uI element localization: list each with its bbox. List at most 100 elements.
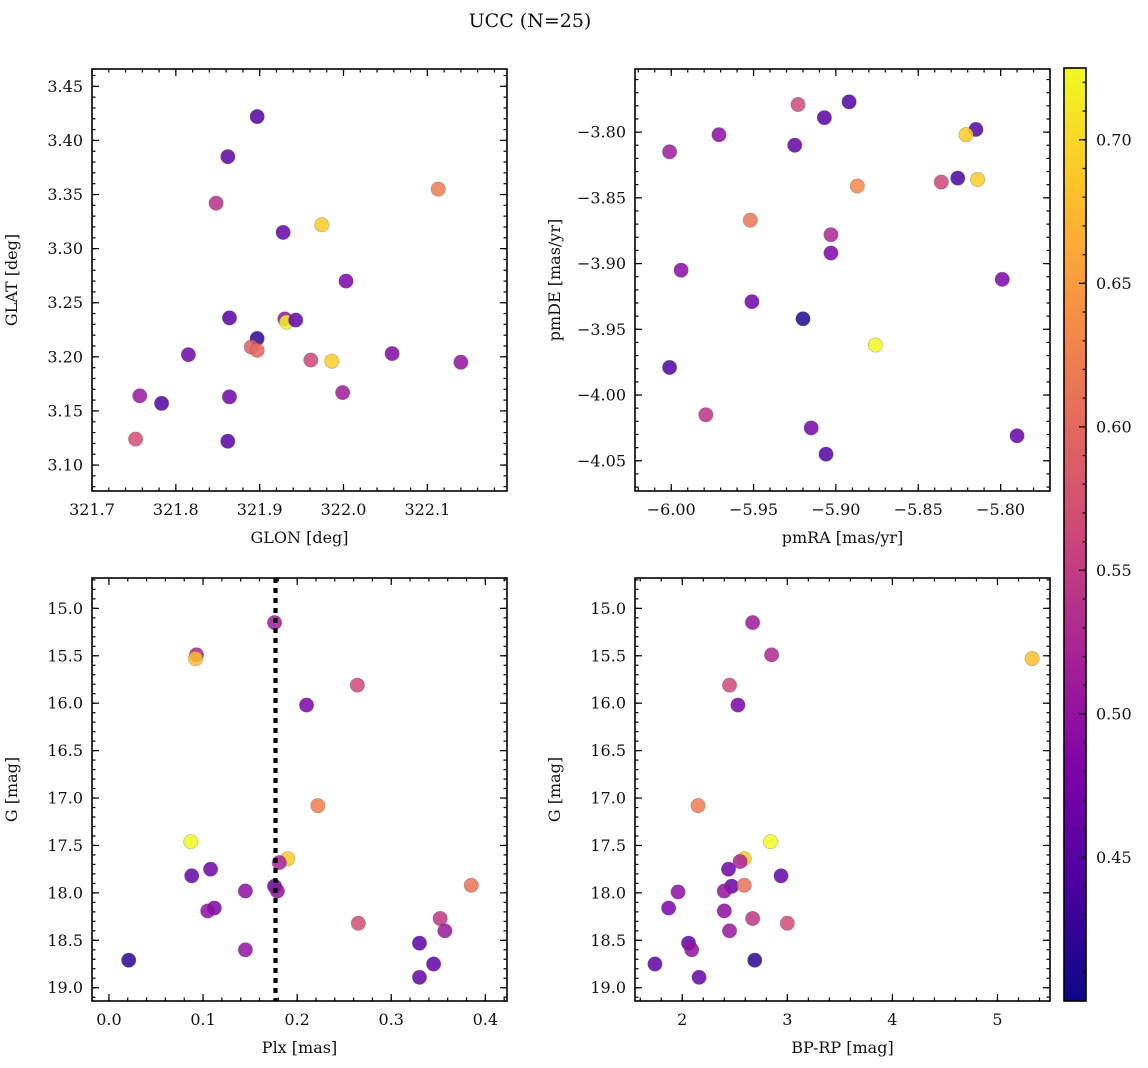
- data-point: [795, 311, 811, 327]
- data-point: [969, 171, 986, 187]
- chart-title: UCC (N=25): [469, 10, 592, 32]
- y-tick-label: 15.5: [47, 646, 83, 665]
- colorbar-tick-label: 0.55: [1096, 561, 1132, 580]
- data-point: [249, 342, 265, 358]
- y-tick-label: −3.90: [577, 254, 626, 273]
- data-point: [237, 883, 253, 899]
- data-point: [722, 923, 738, 939]
- data-point: [310, 798, 326, 814]
- y-tick-label: 17.0: [47, 789, 83, 808]
- data-point: [673, 262, 689, 278]
- x-tick-label: 322.0: [321, 500, 367, 519]
- data-point: [303, 352, 319, 368]
- data-point: [324, 353, 340, 369]
- points-glon-glat: [128, 109, 469, 449]
- data-point: [288, 312, 304, 328]
- data-point: [132, 388, 148, 404]
- data-point: [200, 903, 216, 919]
- y-axis-label: pmDE [mas/yr]: [545, 219, 564, 342]
- data-point: [338, 273, 354, 289]
- y-tick-label: 3.40: [47, 131, 83, 150]
- panel-bprp-g: 2 3 4 5 15.0 15.5 16.0 16.5 17.0 17.5 18.0 18.5 19.0…: [545, 577, 1051, 1057]
- colorbar-tick-label: 0.45: [1096, 848, 1132, 867]
- data-point: [463, 877, 479, 893]
- data-point: [249, 109, 265, 125]
- data-point: [184, 868, 200, 884]
- axes-frame: [634, 577, 1051, 1002]
- data-point: [662, 144, 678, 160]
- points-plx-g: [121, 615, 479, 985]
- data-point: [220, 149, 236, 165]
- x-tick-label: 0.1: [190, 1010, 215, 1029]
- y-axis-label: G [mag]: [545, 757, 564, 822]
- y-tick-label: −3.85: [577, 188, 626, 207]
- data-point: [208, 195, 224, 211]
- x-tick-label: 321.7: [69, 500, 115, 519]
- data-point: [691, 969, 707, 985]
- y-tick-label: 17.5: [590, 836, 626, 855]
- data-point: [1024, 651, 1040, 667]
- panel-glon-glat: 321.7 321.8 321.9 322.0 322.1 3.10 3.15 3.20 3.2…: [2, 68, 508, 547]
- y-tick-label: 3.45: [47, 77, 83, 96]
- data-point: [744, 294, 760, 310]
- x-tick-label: 3: [782, 1010, 792, 1029]
- data-point: [779, 915, 795, 931]
- data-point: [790, 96, 806, 113]
- data-point: [275, 224, 291, 240]
- data-point: [773, 868, 789, 884]
- data-point: [670, 884, 686, 900]
- y-tick-label: 16.5: [590, 741, 626, 760]
- data-point: [711, 127, 727, 143]
- data-point: [818, 446, 834, 462]
- data-point: [747, 952, 763, 968]
- y-tick-label: 3.15: [47, 401, 83, 420]
- data-point: [720, 861, 737, 877]
- data-point: [1009, 428, 1025, 444]
- data-point: [745, 910, 761, 927]
- colorbar-tick-label: 0.65: [1096, 274, 1132, 293]
- data-point: [221, 389, 238, 405]
- data-point: [237, 942, 253, 958]
- points-bprp-g: [647, 615, 1040, 985]
- x-axis-label: pmRA [mas/yr]: [782, 528, 904, 547]
- data-point: [732, 854, 748, 870]
- x-tick-label: −5.80: [976, 500, 1025, 519]
- data-point: [958, 127, 974, 143]
- y-tick-label: −4.05: [577, 451, 626, 470]
- y-tick-label: 3.20: [47, 347, 83, 366]
- colorbar-tick-label: 0.60: [1096, 417, 1132, 436]
- data-point: [221, 310, 238, 326]
- data-point: [736, 877, 752, 893]
- panels: 321.7 321.8 321.9 322.0 322.1 3.10 3.15 3.20 3.2…: [2, 68, 1051, 1057]
- x-axis-label: BP-RP [mag]: [791, 1038, 893, 1057]
- y-tick-label: 17.0: [590, 789, 626, 808]
- y-tick-label: 18.0: [590, 883, 626, 902]
- x-tick-label: 5: [992, 1010, 1002, 1029]
- data-point: [787, 137, 803, 153]
- y-tick-label: 15.0: [47, 599, 83, 618]
- data-point: [762, 834, 779, 850]
- data-point: [154, 395, 170, 411]
- x-axis-label: Plx [mas]: [262, 1038, 337, 1057]
- colorbar-tick-label: 0.70: [1096, 130, 1132, 149]
- x-axis-label: GLON [deg]: [250, 528, 348, 547]
- colorbar-tick-label: 0.50: [1096, 704, 1132, 723]
- y-tick-label: 18.5: [47, 931, 83, 950]
- y-tick-label: 16.0: [47, 694, 83, 713]
- data-point: [187, 651, 204, 667]
- x-tick-label: −6.00: [647, 500, 696, 519]
- data-point: [662, 359, 678, 375]
- x-tick-label: 0.2: [284, 1010, 309, 1029]
- x-tick-label: 0.3: [379, 1010, 404, 1029]
- ticks-bprp-g: [635, 578, 1050, 1001]
- data-point: [823, 227, 839, 243]
- x-tick-label: −5.85: [894, 500, 943, 519]
- axes-frame: [91, 68, 508, 492]
- data-point: [335, 384, 351, 401]
- data-point: [722, 677, 738, 693]
- data-point: [203, 861, 219, 877]
- data-point: [684, 942, 700, 958]
- y-tick-label: 15.5: [590, 646, 626, 665]
- data-point: [716, 883, 732, 899]
